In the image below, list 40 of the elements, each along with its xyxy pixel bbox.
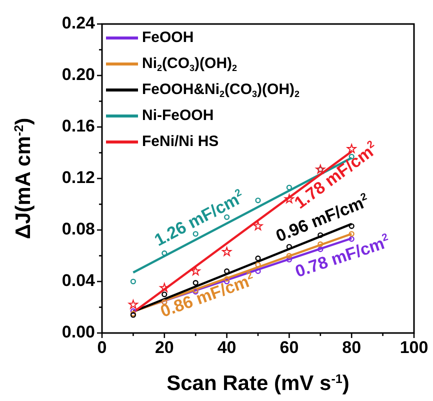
point: [318, 246, 324, 252]
y-tick-label: 0.16: [62, 116, 95, 136]
x-tick-label: 20: [154, 338, 174, 357]
point: [286, 252, 292, 259]
point: [222, 246, 232, 256]
x-tick-label: 0: [97, 338, 107, 357]
point: [255, 268, 261, 274]
legend-label: Ni$_{2}$(CO$_{3}$)(OH)$_{2}$: [142, 54, 238, 74]
y-tick-label: 0.00: [62, 322, 95, 342]
y-tick-label: 0.08: [62, 219, 95, 238]
point: [253, 221, 263, 230]
y-tick-label: 0.24: [62, 13, 96, 32]
x-tick-label: 100: [400, 338, 428, 357]
legend-label: FeOOH: [142, 28, 194, 46]
y-tick-label: 0.20: [62, 64, 95, 84]
legend-label: FeOOH&Ni$_{2}$(CO$_{3}$)(OH)$_{2}$: [142, 80, 300, 100]
point: [348, 231, 354, 237]
point: [224, 268, 230, 274]
point: [255, 256, 261, 262]
point: [190, 266, 200, 276]
point: [162, 250, 168, 256]
point: [318, 232, 324, 238]
legend-label: Ni-FeOOH: [142, 106, 214, 124]
point: [255, 198, 261, 204]
y-tick-label: 0.12: [62, 168, 95, 187]
point: [318, 241, 324, 247]
point: [130, 278, 136, 284]
x-tick-label: 40: [217, 338, 236, 357]
point: [284, 194, 294, 204]
point: [286, 256, 292, 262]
x-tick-label: 60: [280, 338, 299, 357]
point: [192, 231, 198, 237]
y-tick-label: 0.04: [62, 270, 96, 290]
point: [130, 308, 136, 314]
x-axis-title: Scan Rate (mV s$^{-1}$): [166, 372, 350, 395]
legend-label: FeNi/Ni HS: [142, 132, 219, 150]
point: [160, 283, 170, 292]
x-tick-label: 80: [342, 338, 362, 357]
point: [286, 184, 292, 190]
point: [128, 300, 138, 309]
